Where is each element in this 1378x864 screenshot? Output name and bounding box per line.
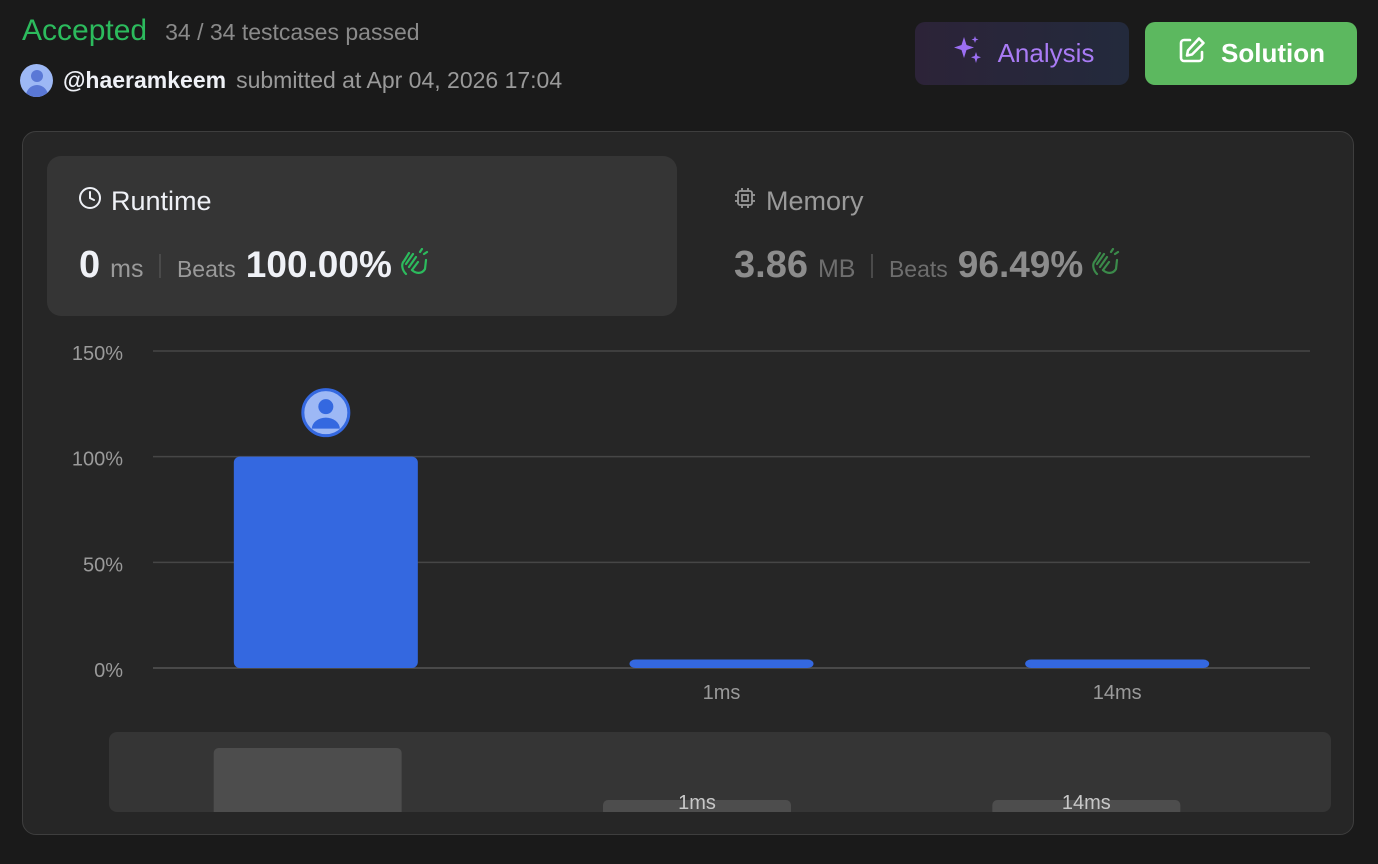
divider [871, 253, 873, 278]
runtime-card[interactable]: Runtime 0 ms Beats 100.00% [47, 156, 677, 316]
sparkle-icon [950, 33, 984, 74]
y-tick-label: 100% [72, 449, 123, 471]
memory-title[interactable]: Memory [733, 186, 864, 217]
analysis-label: Analysis [997, 38, 1095, 68]
chip-icon [733, 186, 757, 217]
navigator-label: 1ms [678, 792, 716, 812]
runtime-value: 0 [79, 244, 101, 286]
runtime-beats-label: Beats [176, 256, 236, 282]
clapping-hands-icon [1089, 247, 1121, 283]
navigator-chart[interactable]: 1ms 14ms [109, 732, 1331, 812]
y-tick-label: 0% [94, 660, 123, 682]
bar [1025, 659, 1210, 668]
username-link[interactable]: @haeramkeem [63, 67, 227, 93]
status-label: Accepted [22, 14, 148, 47]
chart-navigator[interactable]: 1ms 14ms [109, 732, 1331, 812]
memory-title-label: Memory [766, 186, 864, 216]
navigator-bar [213, 748, 402, 812]
memory-beats-percent: 96.49% [957, 244, 1084, 285]
submitted-time: submitted at Apr 04, 2026 17:04 [236, 67, 563, 93]
clapping-hands-icon [398, 247, 430, 283]
runtime-values: 0 ms Beats 100.00% [79, 244, 430, 287]
y-tick-label: 150% [72, 343, 123, 365]
navigator-bar [992, 800, 1181, 812]
submitter-row: @haeramkeem submitted at Apr 04, 2026 17… [20, 64, 562, 97]
memory-value: 3.86 [734, 244, 808, 286]
x-tick-label: 1ms [703, 682, 741, 704]
edit-icon [1177, 35, 1207, 72]
avatar-body [311, 417, 340, 429]
memory-beats-label: Beats [888, 256, 948, 282]
submission-header: Accepted 34 / 34 testcases passed [22, 14, 420, 48]
runtime-beats-percent: 100.00% [245, 244, 392, 285]
bar [233, 456, 418, 668]
divider [159, 253, 161, 278]
bar [629, 659, 814, 668]
testcases-summary: 34 / 34 testcases passed [165, 19, 420, 45]
runtime-title: Runtime [78, 186, 212, 217]
analysis-button[interactable]: Analysis [915, 22, 1129, 85]
memory-values: 3.86 MB Beats 96.49% [734, 244, 1121, 287]
user-avatar-marker [301, 388, 351, 438]
avatar-head [318, 399, 334, 415]
runtime-unit: ms [110, 255, 144, 283]
navigator-label: 14ms [1062, 792, 1111, 812]
solution-label: Solution [1221, 38, 1325, 68]
avatar[interactable] [20, 64, 53, 97]
navigator-bar [603, 800, 791, 812]
y-tick-label: 50% [83, 554, 123, 576]
clock-icon [78, 186, 102, 217]
runtime-title-label: Runtime [111, 186, 212, 216]
memory-unit: MB [817, 255, 856, 283]
x-tick-label: 14ms [1093, 682, 1142, 704]
solution-button[interactable]: Solution [1145, 22, 1357, 85]
